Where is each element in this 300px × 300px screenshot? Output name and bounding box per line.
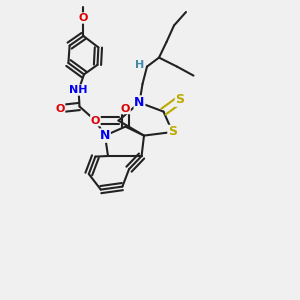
Text: O: O [79, 13, 88, 23]
Text: O: O [121, 103, 130, 114]
Text: S: S [176, 93, 184, 106]
Text: N: N [100, 129, 110, 142]
Text: H: H [135, 60, 144, 70]
Text: N: N [134, 96, 145, 109]
Text: NH: NH [69, 85, 88, 95]
Text: S: S [168, 125, 177, 139]
Text: O: O [91, 116, 100, 126]
Text: O: O [55, 103, 65, 114]
